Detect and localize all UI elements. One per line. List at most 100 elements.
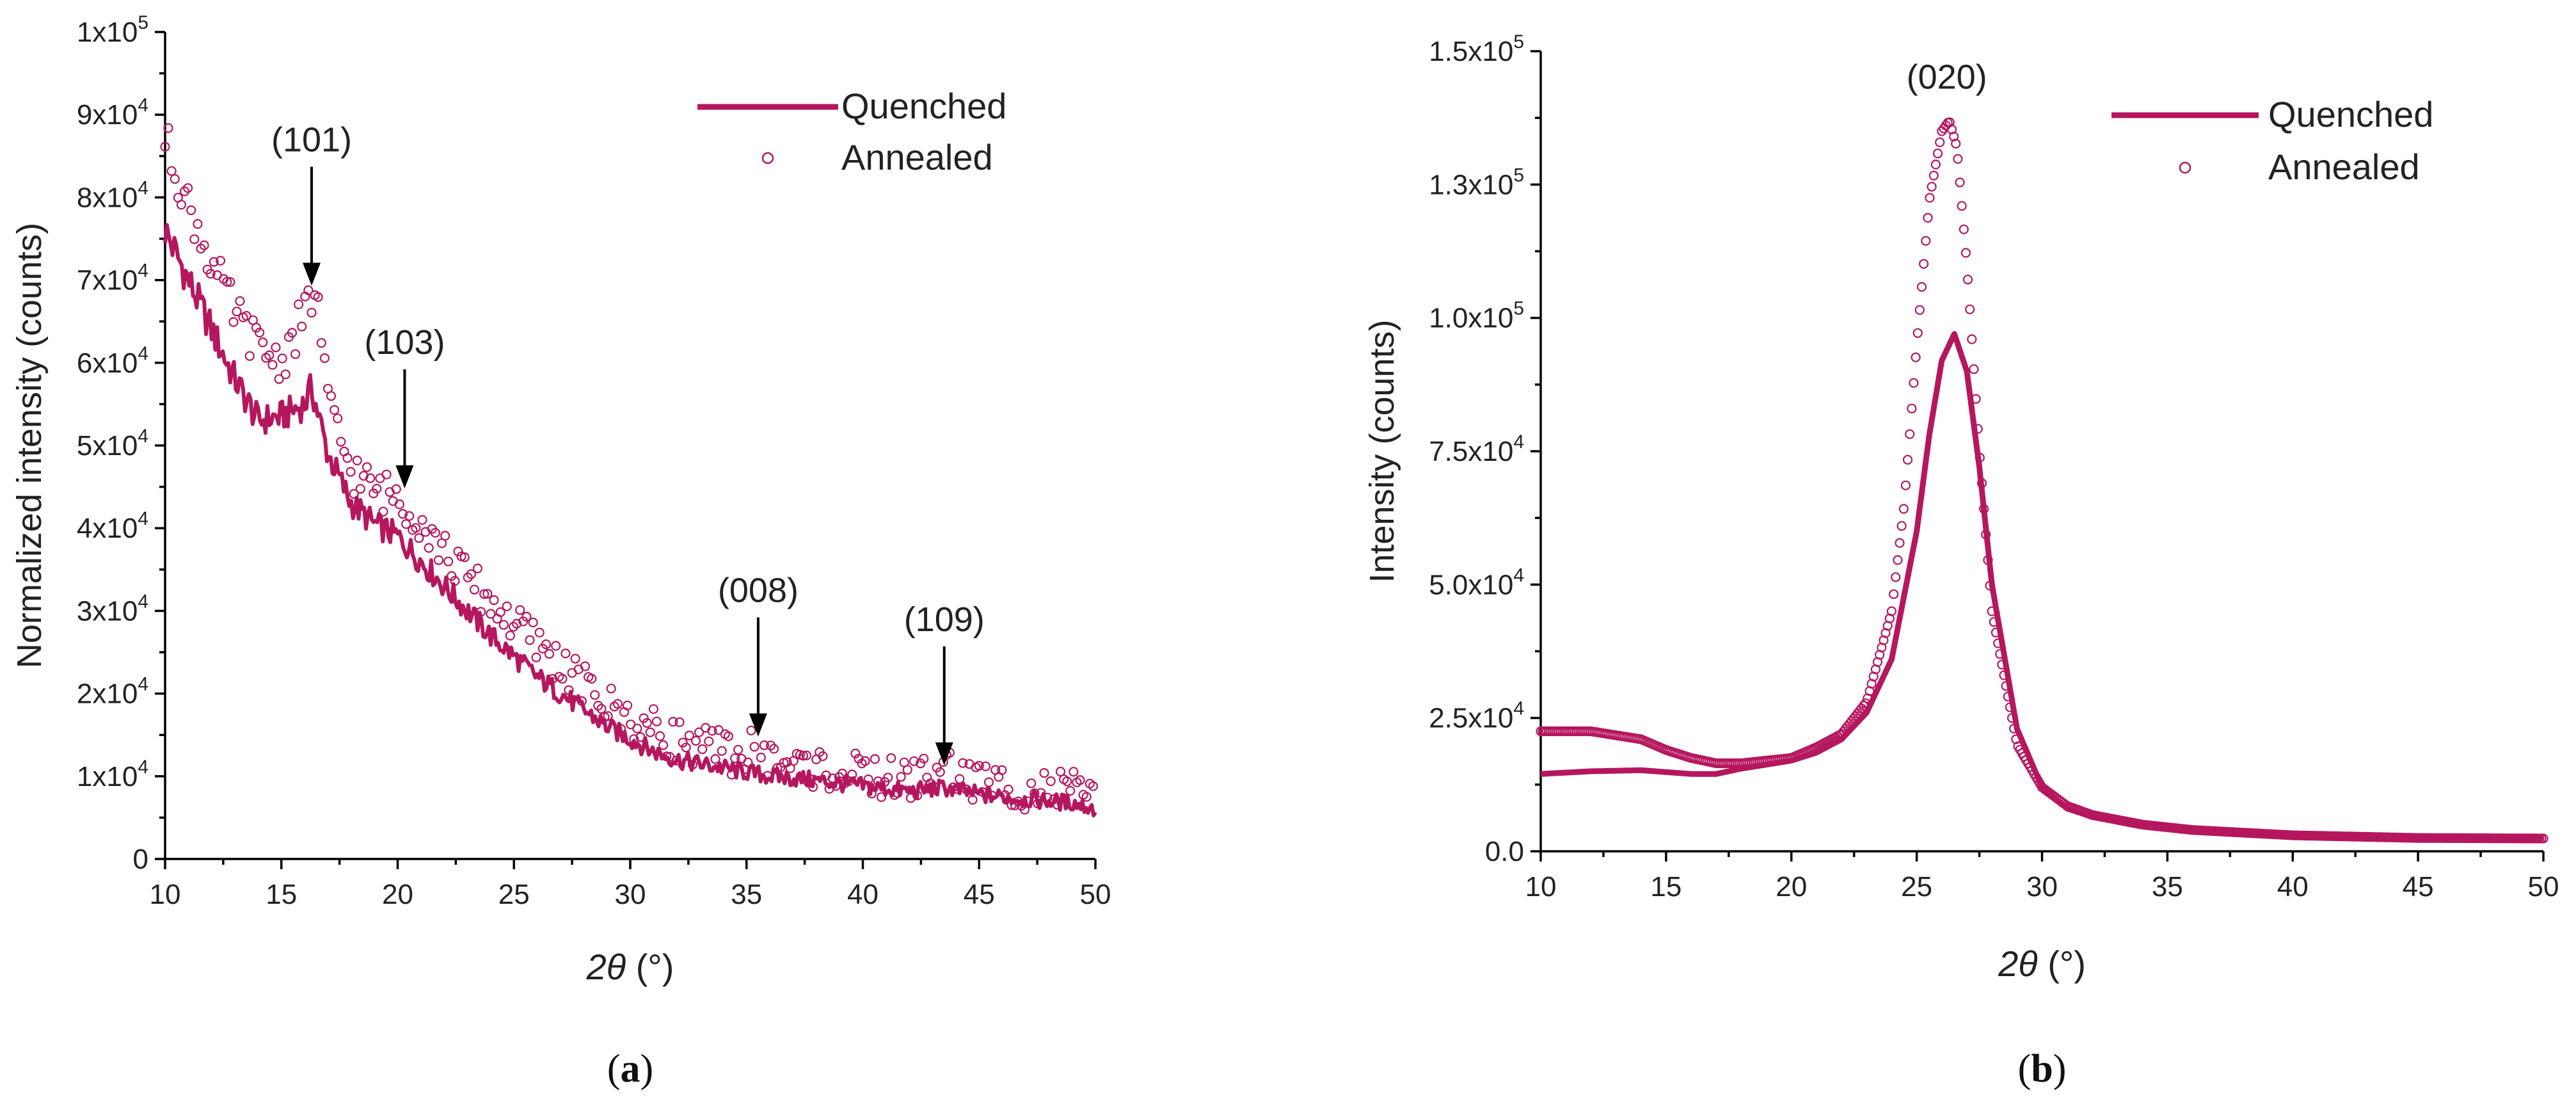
- data-point: [854, 753, 864, 764]
- data-point: [365, 473, 376, 483]
- panel-label-letter: b: [2031, 1047, 2053, 1091]
- data-point: [801, 750, 812, 760]
- data-point: [958, 758, 968, 768]
- legend-annealed-label: Annealed: [841, 137, 993, 177]
- data-point: [765, 741, 776, 751]
- data-point: [498, 620, 509, 630]
- data-point: [804, 774, 815, 784]
- x-tick-label: 10: [1525, 871, 1557, 902]
- y-tick-exponent: 4: [138, 343, 148, 364]
- panel-label-open: (: [2018, 1047, 2031, 1091]
- data-point: [1987, 606, 1997, 616]
- data-point: [902, 765, 912, 775]
- data-point: [674, 717, 685, 727]
- legend-quenched-label: Quenched: [2268, 94, 2433, 134]
- data-point: [1955, 177, 1965, 188]
- data-point: [1953, 154, 1963, 164]
- x-axis-title-unit: (°): [2038, 943, 2086, 984]
- data-point: [1995, 649, 2005, 659]
- data-point: [2007, 713, 2017, 723]
- data-point: [987, 790, 998, 801]
- data-point: [974, 760, 984, 771]
- data-point: [362, 462, 372, 472]
- data-point: [482, 589, 493, 599]
- data-point: [876, 792, 887, 802]
- data-point: [831, 781, 841, 791]
- data-point: [818, 751, 828, 762]
- data-point: [587, 673, 597, 684]
- y-tick-mantissa: 7.5x10: [1429, 436, 1513, 467]
- data-point: [244, 351, 255, 361]
- data-point: [1075, 775, 1085, 785]
- y-tick-exponent: 5: [138, 12, 148, 33]
- data-point: [768, 744, 779, 754]
- data-point: [349, 489, 359, 499]
- data-point: [297, 321, 307, 332]
- data-point: [287, 328, 298, 338]
- y-tick-exponent: 4: [138, 591, 148, 612]
- y-tick-mantissa: 3x10: [77, 595, 138, 627]
- data-point: [1971, 394, 1981, 404]
- data-point: [690, 735, 701, 746]
- data-point: [179, 186, 190, 197]
- data-point: [531, 652, 541, 662]
- y-tick-mantissa: 7x10: [77, 265, 138, 296]
- data-point: [306, 307, 317, 318]
- data-point: [511, 618, 522, 629]
- panel-label: (a): [607, 1047, 653, 1091]
- data-point: [1925, 193, 1935, 203]
- y-tick-label: 5.0x104: [1429, 565, 1524, 600]
- data-point: [1909, 378, 1919, 388]
- data-point: [1914, 305, 1925, 315]
- data-point: [983, 777, 994, 787]
- data-point: [1973, 424, 1983, 434]
- data-point: [414, 533, 424, 543]
- legend-annealed-label: Annealed: [2268, 147, 2420, 187]
- data-point: [635, 732, 646, 742]
- x-tick-label: 45: [2403, 871, 2434, 902]
- x-tick-label: 50: [2528, 871, 2559, 902]
- peak-annotation: (101): [271, 121, 352, 159]
- data-point: [160, 141, 170, 152]
- data-point: [866, 789, 877, 799]
- data-point: [475, 607, 486, 617]
- data-point: [193, 219, 203, 229]
- y-tick-label: 0.0: [1485, 836, 1524, 867]
- data-point: [258, 337, 268, 348]
- data-point: [997, 765, 1007, 775]
- data-point: [1919, 259, 1929, 269]
- data-point: [977, 787, 987, 797]
- x-tick-label: 15: [266, 879, 297, 910]
- data-point: [183, 183, 193, 193]
- y-tick-label: 7.5x104: [1429, 431, 1524, 467]
- data-point: [710, 754, 720, 764]
- data-point: [629, 734, 639, 744]
- data-point: [166, 166, 177, 176]
- data-point: [639, 713, 649, 723]
- data-point: [658, 740, 669, 750]
- data-point: [163, 123, 173, 133]
- series-markers-annealed: [1536, 117, 2548, 844]
- data-point: [557, 673, 568, 684]
- data-point: [2005, 702, 2015, 712]
- data-point: [1962, 275, 1973, 285]
- y-tick-label: 4x104: [77, 508, 148, 544]
- data-point: [352, 455, 362, 466]
- data-point: [1081, 792, 1092, 802]
- data-point: [2009, 723, 2019, 734]
- data-point: [1930, 159, 1941, 170]
- data-point: [717, 746, 727, 756]
- series-markers-annealed: [160, 123, 1099, 815]
- data-point: [313, 292, 323, 302]
- y-tick-exponent: 4: [138, 426, 148, 447]
- data-point: [525, 635, 535, 645]
- data-point: [1907, 403, 1917, 413]
- y-tick-mantissa: 5.0x10: [1429, 569, 1513, 600]
- legend: Quenched Annealed: [2111, 94, 2433, 187]
- data-point: [1039, 767, 1049, 778]
- y-tick-mantissa: 1.3x10: [1429, 169, 1513, 200]
- data-point: [743, 757, 753, 767]
- data-point: [1981, 529, 1991, 540]
- data-point: [632, 723, 642, 734]
- y-tick-label: 8x104: [77, 177, 148, 213]
